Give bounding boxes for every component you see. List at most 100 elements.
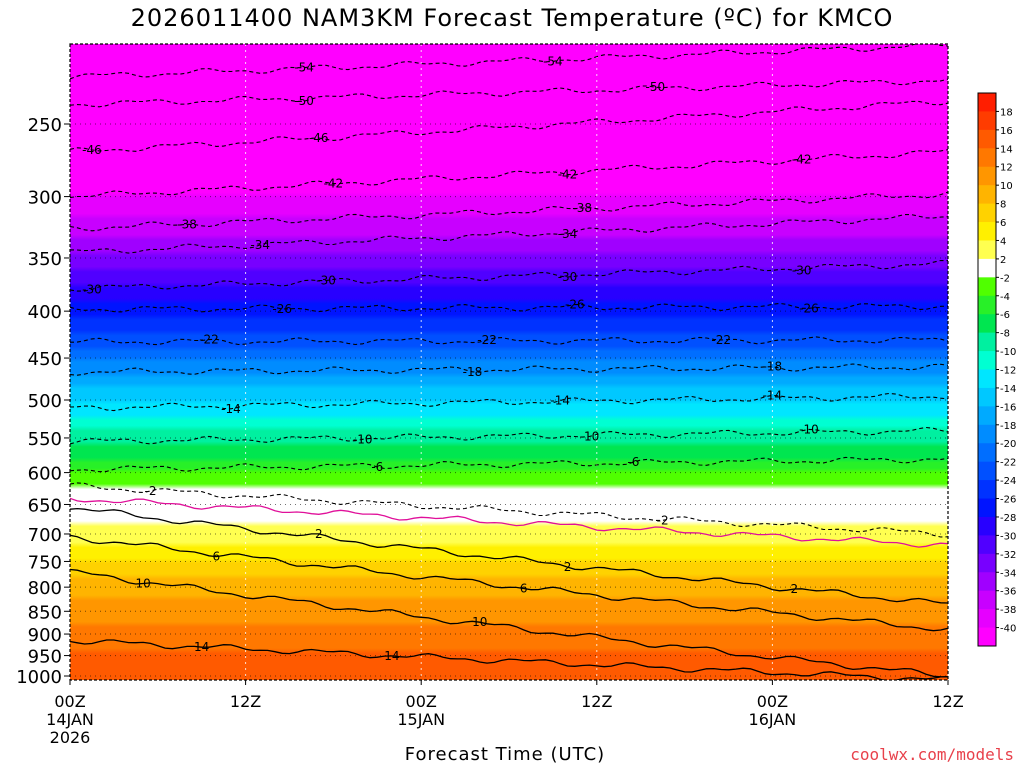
colorbar-swatch	[978, 185, 996, 205]
isotherm--30	[70, 259, 948, 292]
isotherm--38	[70, 191, 948, 232]
y-tick-label: 900	[28, 625, 62, 646]
x-tick-label: 00Z	[406, 692, 437, 711]
colorbar-label: -38	[1000, 605, 1016, 616]
site-credit[interactable]: coolwx.com/models	[850, 745, 1014, 764]
colorbar-label: 2	[1000, 255, 1006, 266]
y-tick-label: 1000	[16, 667, 62, 688]
colorbar-swatch	[978, 148, 996, 168]
isotherm-14	[70, 639, 948, 680]
isotherm-label: 6	[520, 582, 528, 596]
x-axis-label: Forecast Time (UTC)	[404, 744, 606, 765]
isotherm-label: -38	[177, 217, 197, 231]
isotherm-label: -50	[646, 80, 666, 94]
y-tick-label: 700	[28, 525, 62, 546]
temperature-field	[70, 44, 948, 680]
colorbar-label: 12	[1000, 163, 1013, 174]
colorbar-swatch	[978, 314, 996, 334]
colorbar-swatch	[978, 572, 996, 592]
isotherm-label: 6	[213, 550, 221, 564]
isotherm--22	[70, 336, 948, 346]
x-tick-label: 00Z	[757, 692, 788, 711]
colorbar-label: 18	[1000, 107, 1013, 118]
y-tick-label: 650	[28, 495, 62, 516]
y-tick-label: 600	[28, 464, 62, 485]
x-tick-label: 2026	[50, 728, 91, 747]
ground-surface	[70, 681, 948, 682]
x-tick-label: 12Z	[932, 692, 963, 711]
colorbar-label: -24	[1000, 476, 1016, 487]
isotherm-label: -10	[580, 429, 600, 443]
isotherm-label: 2	[564, 560, 572, 574]
colorbar-label: -22	[1000, 458, 1016, 469]
colorbar-swatch	[978, 277, 996, 297]
isotherm-label: -2	[144, 484, 156, 498]
isotherm-label: -34	[250, 238, 270, 252]
isotherm-label: -18	[763, 360, 783, 374]
x-tick-label: 16JAN	[749, 710, 797, 729]
isotherm-label: -50	[294, 94, 314, 108]
isotherm--42	[70, 149, 948, 199]
y-tick-label: 550	[28, 429, 62, 450]
colorbar-swatch	[978, 166, 996, 186]
isotherm--10	[70, 426, 948, 445]
isotherm-label: -30	[792, 264, 812, 278]
isotherm--26	[70, 302, 948, 313]
isotherm-label: -14	[550, 394, 570, 408]
colorbar-swatch	[978, 93, 996, 112]
colorbar-label: -36	[1000, 587, 1016, 598]
colorbar-label: -8	[1000, 329, 1010, 340]
colorbar-swatch	[978, 498, 996, 518]
colorbar-swatch	[978, 424, 996, 444]
isotherm-label: 14	[384, 649, 399, 663]
isotherm-label: 2	[315, 527, 323, 541]
y-tick-label: 350	[28, 249, 62, 270]
isotherm--2	[70, 482, 948, 538]
colorbar-label: 14	[1000, 144, 1013, 155]
colorbar-swatch	[978, 553, 996, 573]
isotherm-label: -54	[543, 54, 563, 68]
isotherm-6	[70, 534, 948, 632]
colorbar-swatch	[978, 222, 996, 241]
isotherm-label: -46	[309, 131, 329, 145]
colorbar-label: -40	[1000, 624, 1016, 635]
colorbar-swatch	[978, 387, 996, 407]
colorbar-label: -34	[1000, 568, 1016, 579]
isotherm--50	[70, 78, 948, 108]
isotherm-0	[70, 497, 948, 548]
isotherm--6	[70, 456, 948, 473]
colorbar-swatch	[978, 590, 996, 610]
isotherm-label: -10	[799, 422, 819, 436]
isotherm--14	[70, 392, 948, 412]
colorbar-swatch	[978, 129, 996, 149]
y-tick-label: 800	[28, 578, 62, 599]
colorbar-label: 6	[1000, 218, 1006, 229]
colorbar-swatch	[978, 461, 996, 481]
colorbar-label: 10	[1000, 181, 1013, 192]
isotherm-label: -10	[353, 432, 373, 446]
colorbar-label: -28	[1000, 513, 1016, 524]
isotherm-10	[70, 568, 948, 678]
isotherm-2	[70, 507, 948, 604]
colorbar-label: -10	[1000, 347, 1016, 358]
isotherm-label: -30	[82, 282, 102, 296]
y-tick-label: 400	[28, 302, 62, 323]
y-tick-label: 250	[28, 115, 62, 136]
colorbar-label: -18	[1000, 421, 1016, 432]
colorbar-label: -14	[1000, 384, 1016, 395]
isotherm-label: 10	[472, 615, 487, 629]
isotherm-label: -46	[82, 143, 102, 157]
plot-frame	[69, 43, 949, 681]
colorbar-swatch	[978, 443, 996, 463]
isotherm--54	[70, 44, 948, 80]
colorbar-label: -30	[1000, 531, 1016, 542]
isotherm-label: -30	[558, 270, 578, 284]
colorbar-label: -32	[1000, 550, 1016, 561]
isotherm-label: -22	[199, 333, 219, 347]
isotherm--46	[70, 100, 948, 152]
isotherm-label: -42	[324, 177, 344, 191]
isotherm-label: -26	[799, 301, 819, 315]
colorbar-swatch	[978, 203, 996, 223]
colorbar-label: 8	[1000, 200, 1006, 211]
